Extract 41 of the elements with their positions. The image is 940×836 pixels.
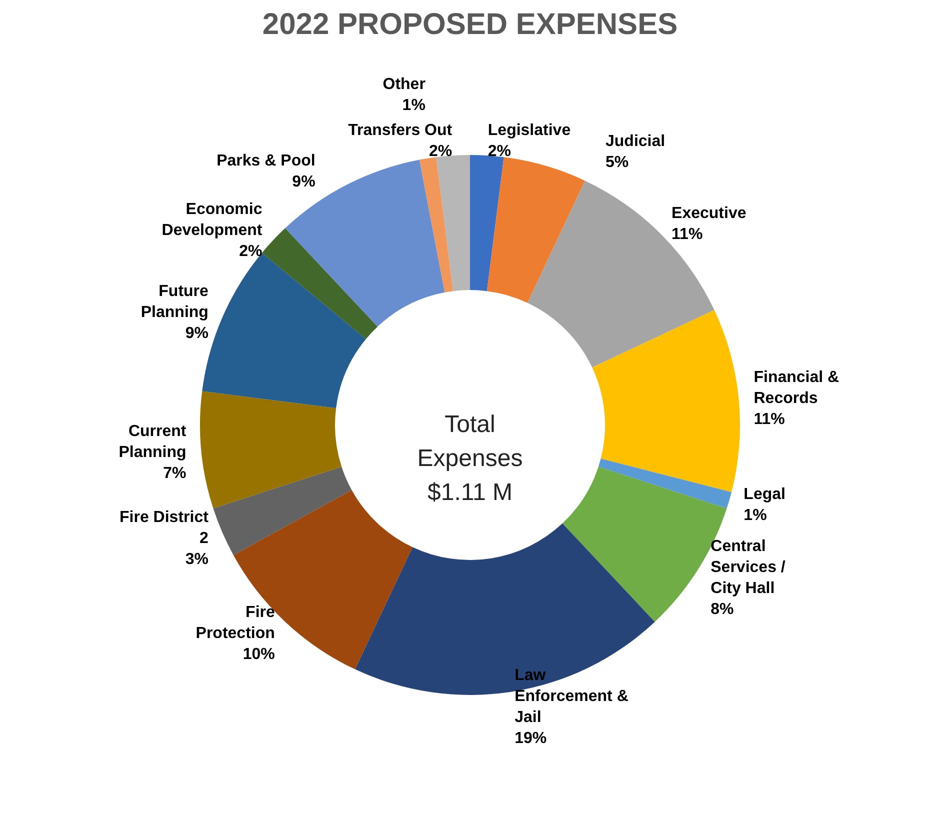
chart-title: 2022 PROPOSED EXPENSES [262, 8, 678, 41]
slice-label: Law Enforcement & Jail [514, 666, 629, 726]
slice-label: Economic Development [162, 200, 263, 239]
data-label: 10% [242, 646, 275, 663]
data-label: 11% [672, 226, 703, 243]
slice-label: Central Services / City Hall [710, 538, 786, 598]
donut-slice [592, 310, 740, 492]
slice-label: Legislative [488, 122, 571, 140]
data-label: 2% [239, 242, 262, 260]
donut-slice [213, 466, 352, 556]
data-label: 9% [185, 324, 208, 342]
data-label: 2% [428, 143, 452, 160]
text: Total Expenses $1.11 M [417, 411, 523, 506]
slice-label: Other [382, 76, 426, 94]
donut-slice [598, 458, 732, 508]
slice-label: Future Planning [140, 282, 209, 321]
data-label: 8% [710, 601, 734, 618]
data-label: 1% [744, 507, 767, 524]
donut-slice [200, 391, 342, 508]
donut-slice [262, 228, 378, 339]
slice-label: Executive [672, 204, 746, 222]
slice-label: Legal [744, 486, 786, 504]
data-label: 5% [605, 154, 629, 171]
data-label: 1% [402, 97, 426, 114]
data-label: 19% [514, 730, 547, 747]
slice-label: Transfers Out [348, 122, 453, 140]
slice-label: Judicial [605, 132, 666, 150]
data-label: 2% [488, 143, 512, 160]
donut-slice [470, 155, 504, 292]
slice-label: Fire Protection [196, 604, 276, 642]
data-label: 7% [163, 464, 186, 482]
slice-label: Financial & Records [754, 369, 840, 408]
donut-slice [436, 155, 470, 292]
donut-slice [486, 157, 585, 303]
data-label: 11% [754, 411, 785, 428]
data-label: 9% [292, 174, 316, 191]
slice-label: Current Planning [118, 422, 187, 461]
slice-label: Parks & Pool [216, 152, 316, 170]
data-label: 3% [185, 551, 208, 568]
donut-slice [419, 157, 454, 292]
slice-label: Fire District 2 [120, 509, 210, 548]
